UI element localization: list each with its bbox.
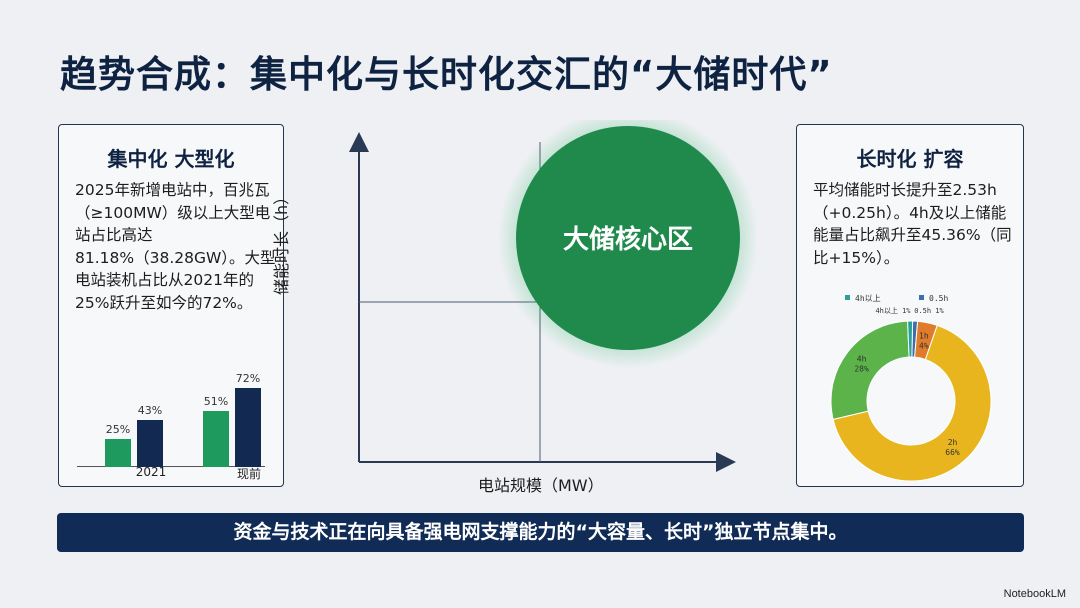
core-zone (516, 126, 740, 350)
donut-small-slice-label: 0.5h 1% (914, 307, 944, 315)
centralization-card: 集中化 大型化 2025年新增电站中，百兆瓦（≥100MW）级以上大型电站占比高… (58, 124, 284, 487)
watermark-logo: NotebookLM (1003, 588, 1066, 600)
x-axis-label: 电站规模（MW） (478, 476, 604, 495)
legend-label: 0.5h (929, 294, 948, 303)
legend-label: 4h以上 (855, 294, 881, 303)
donut-slice-label: 2h (948, 438, 958, 447)
bar-value-label: 72% (235, 372, 261, 385)
summary-banner: 资金与技术正在向具备强电网支撑能力的“大容量、长时”独立节点集中。 (57, 513, 1024, 552)
core-zone-label: 大储核心区 (563, 224, 693, 255)
bar-chart-baseline (77, 466, 265, 467)
long-duration-heading: 长时化 扩容 (856, 147, 964, 171)
long-duration-card: 长时化 扩容 平均储能时长提升至2.53h（+0.25h）。4h及以上储能能量占… (796, 124, 1024, 487)
donut-slice-4 (907, 320, 914, 358)
category-label-2021: 2021 (135, 465, 167, 479)
bar-value-label: 25% (105, 423, 131, 436)
long-duration-text: 平均储能时长提升至2.53h（+0.25h）。4h及以上储能能量占比飙升至45.… (813, 181, 1012, 267)
donut-slice-label: 4h (857, 355, 867, 364)
bar-现前-s1 (235, 388, 261, 467)
legend-swatch (919, 295, 924, 300)
bar-value-label: 43% (137, 404, 163, 417)
donut-small-slice-label: 4h以上 1% (875, 306, 911, 315)
bar-2021-s1 (137, 420, 163, 467)
centralization-heading: 集中化 大型化 (107, 147, 235, 171)
donut-slice-pct: 66% (945, 448, 960, 457)
centralization-text: 2025年新增电站中，百兆瓦（≥100MW）级以上大型电站占比高达81.18%（… (75, 181, 276, 312)
donut-slice-label: 1h (919, 331, 929, 340)
scale-duration-diagram: 大储核心区 (349, 120, 758, 472)
bar-value-label: 51% (203, 395, 229, 408)
y-axis-label: 储能时长（h） (272, 188, 291, 295)
bar-2021-s0 (105, 439, 131, 467)
category-label-now: 现前 (236, 467, 261, 481)
page-title: 趋势合成：集中化与长时化交汇的“大储时代” (60, 53, 833, 96)
donut-slice-3 (830, 320, 910, 420)
donut-slice-2 (832, 324, 992, 481)
legend-swatch (845, 295, 850, 300)
bar-现前-s0 (203, 411, 229, 467)
donut-slice-pct: 4% (919, 341, 929, 350)
share-bar-chart: 25% 43% 51% 72% (73, 347, 269, 467)
donut-slice-pct: 28% (854, 365, 869, 374)
